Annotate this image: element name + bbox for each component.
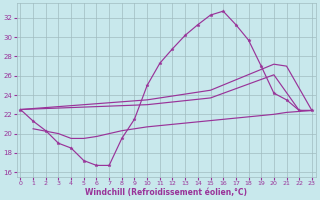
X-axis label: Windchill (Refroidissement éolien,°C): Windchill (Refroidissement éolien,°C): [85, 188, 247, 197]
